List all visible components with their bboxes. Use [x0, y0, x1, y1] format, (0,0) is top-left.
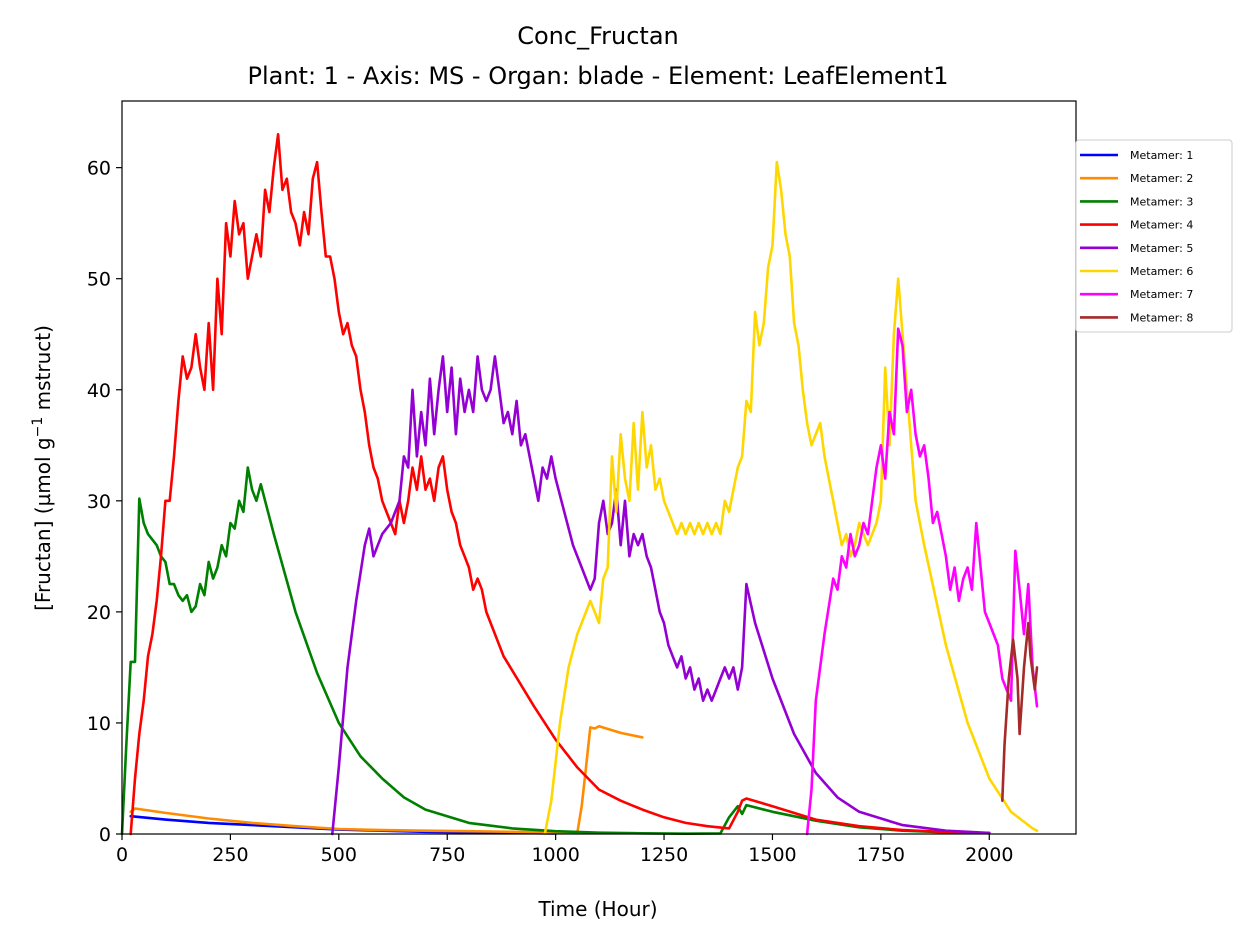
- legend: Metamer: 1 Metamer: 2 Metamer: 3 Metamer: 4…: [1075, 139, 1233, 333]
- y-tick-label: 20: [87, 602, 111, 624]
- legend-label: Metamer: 4: [1130, 219, 1193, 232]
- legend-box: [1075, 139, 1233, 333]
- y-axis-label: [Fructan] (µmol g−1 mstruct): [30, 325, 55, 611]
- x-tick-label: 250: [212, 844, 248, 866]
- series-line-metamer-2: [129, 725, 644, 835]
- x-tick-label: 1250: [640, 844, 688, 866]
- y-axis-label-unit: mstruct): [31, 325, 55, 417]
- plot-background: [122, 101, 1076, 834]
- legend-label: Metamer: 6: [1130, 265, 1193, 278]
- x-axis: 0 250 500 750 1000 1250 1500 1750 2000: [116, 834, 1013, 866]
- legend-label: Metamer: 3: [1130, 195, 1193, 208]
- y-tick-label: 60: [87, 158, 111, 180]
- series-line-metamer-5: [331, 355, 991, 836]
- legend-label: Metamer: 8: [1130, 311, 1193, 324]
- legend-label: Metamer: 1: [1130, 149, 1193, 162]
- x-axis-label: Time (Hour): [537, 897, 657, 921]
- x-tick-label: 0: [116, 844, 128, 866]
- series-line-metamer-8: [1001, 621, 1039, 802]
- x-tick-label: 1000: [531, 844, 579, 866]
- x-tick-label: 1500: [748, 844, 796, 866]
- x-tick-label: 500: [321, 844, 357, 866]
- series-line-metamer-6: [543, 160, 1039, 836]
- series-line-metamer-7: [805, 327, 1039, 836]
- x-tick-label: 2000: [965, 844, 1013, 866]
- plot-area: [122, 101, 1076, 834]
- chart-title: Conc_Fructan: [517, 22, 679, 50]
- y-axis-label-exponent: −1: [30, 417, 46, 438]
- chart-subtitle: Plant: 1 - Axis: MS - Organ: blade - Ele…: [247, 62, 948, 90]
- y-tick-label: 40: [87, 380, 111, 402]
- y-axis-label-main: [Fructan] (µmol g: [31, 437, 55, 611]
- series-line-metamer-4: [129, 133, 991, 836]
- legend-label: Metamer: 2: [1130, 172, 1193, 185]
- x-tick-label: 750: [429, 844, 465, 866]
- x-tick-label: 1750: [857, 844, 905, 866]
- y-tick-label: 50: [87, 269, 111, 291]
- legend-label: Metamer: 7: [1130, 288, 1193, 301]
- y-tick-label: 10: [87, 713, 111, 735]
- y-axis: 0 10 20 30 40 50 60: [87, 158, 122, 846]
- y-tick-label: 30: [87, 491, 111, 513]
- series-layer: [120, 133, 1039, 836]
- plot-frame: [121, 100, 1077, 835]
- legend-label: Metamer: 5: [1130, 242, 1193, 255]
- y-tick-label: 0: [99, 824, 111, 846]
